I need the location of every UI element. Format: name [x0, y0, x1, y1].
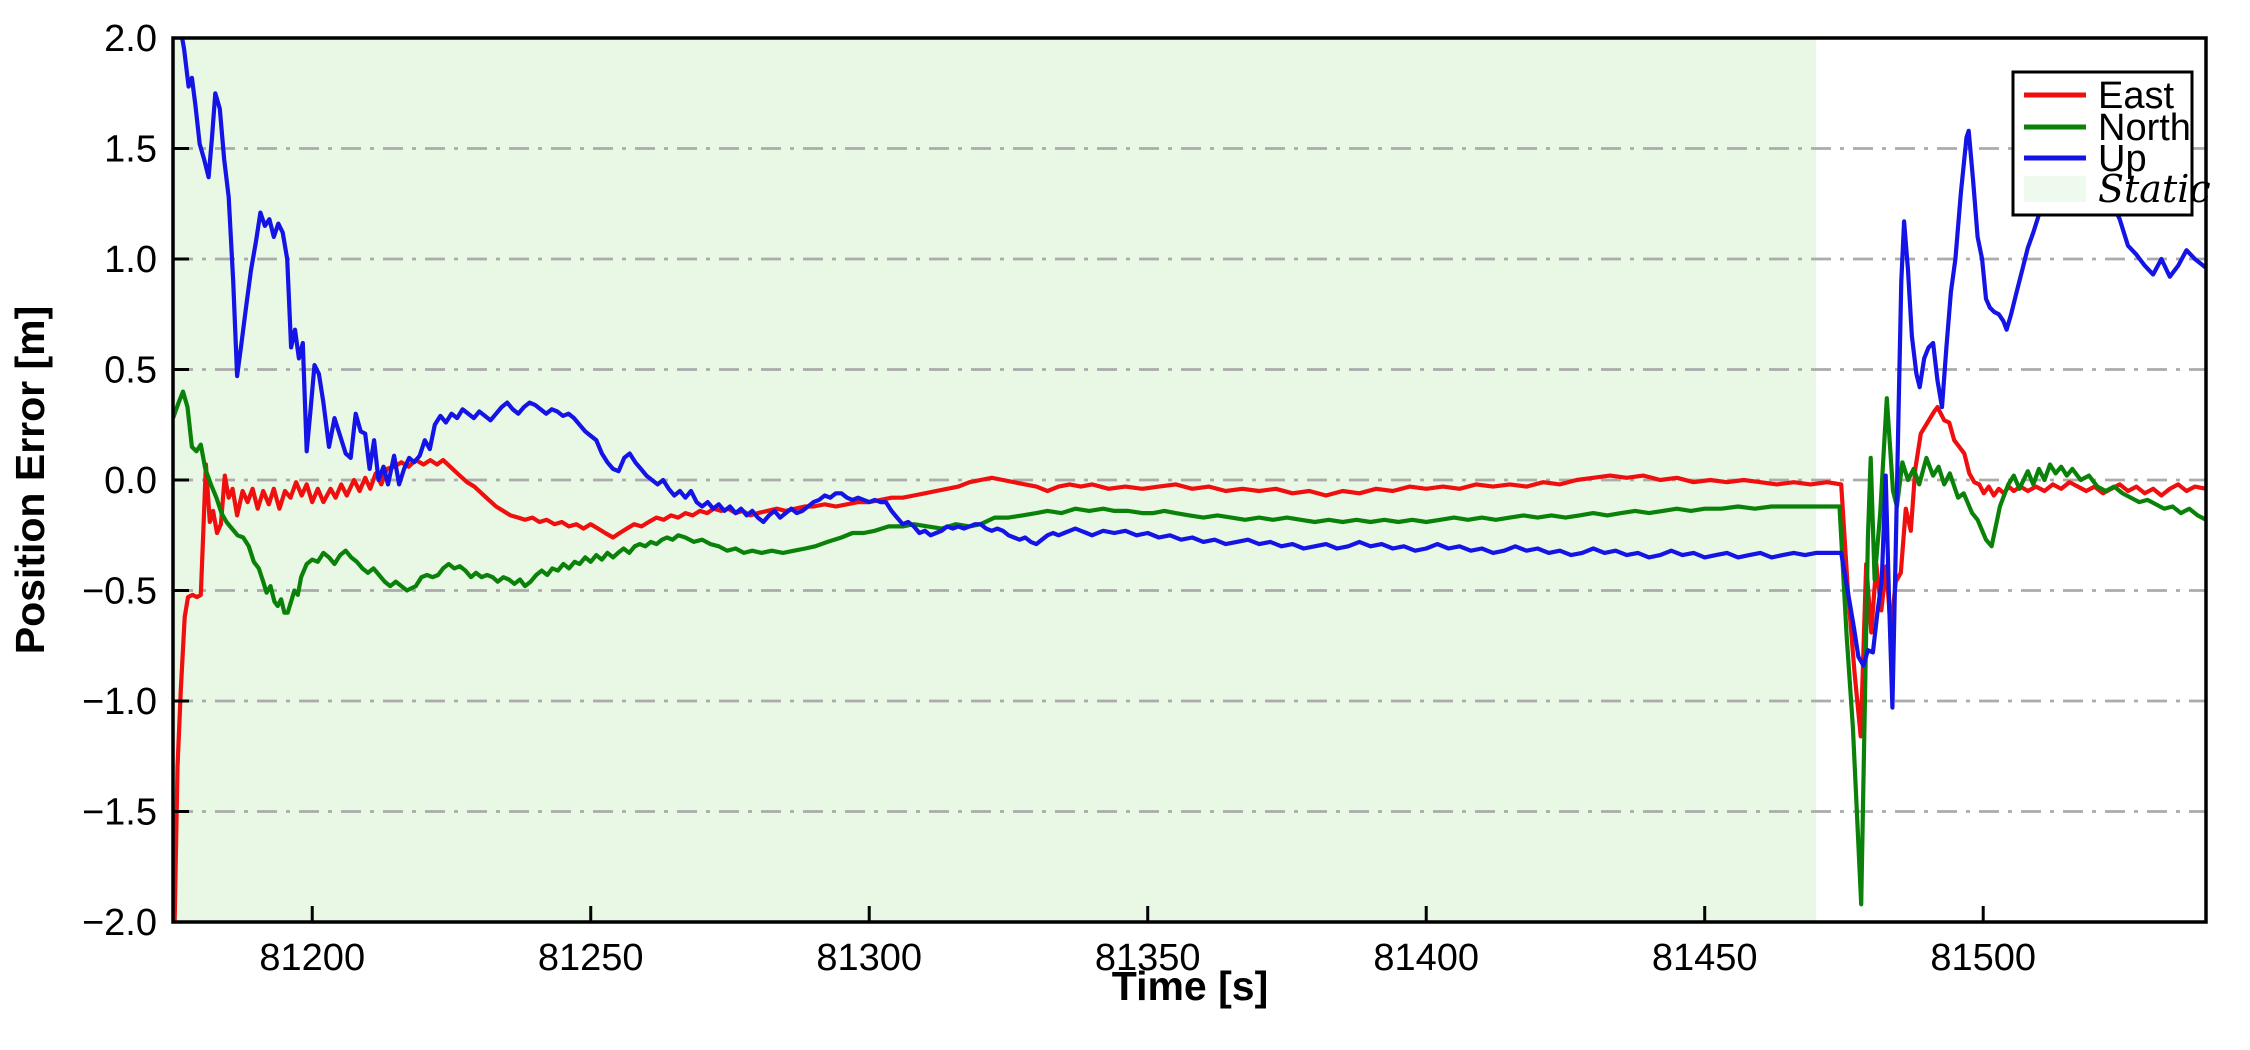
- x-tick-label-81300: 81300: [816, 937, 922, 979]
- x-axis-label: Time [s]: [1112, 963, 1268, 1009]
- y-tick-label--2: −2.0: [82, 902, 157, 944]
- y-tick-label--1: −1.0: [82, 681, 157, 723]
- legend-label-up: Up: [2098, 138, 2147, 180]
- series-east: [173, 405, 2206, 922]
- series-up: [180, 38, 2206, 710]
- legend: East North Up Static: [2011, 70, 2211, 217]
- y-tick-label--0.5: −0.5: [82, 571, 157, 613]
- y-tick-label-0: 0.0: [104, 460, 157, 502]
- y-tick-label--1.5: −1.5: [82, 792, 157, 834]
- legend-label-east: East: [2098, 75, 2174, 117]
- x-tick-label-81200: 81200: [259, 937, 365, 979]
- legend-label-north: North: [2098, 107, 2191, 149]
- x-tick-label-81350: 81350: [1095, 937, 1201, 979]
- x-tick-label-81500: 81500: [1930, 937, 2036, 979]
- y-tick-label-2: 2.0: [104, 18, 157, 60]
- y-tick-label-1: 1.0: [104, 239, 157, 281]
- x-tick-label-81400: 81400: [1373, 937, 1479, 979]
- x-tick-label-81450: 81450: [1652, 937, 1758, 979]
- legend-label-static: Static: [2098, 167, 2211, 211]
- plot-area: 81200 81250 81300 81350 81400 81450 81500 2.0 1.…: [82, 18, 2208, 979]
- x-tick-label-81250: 81250: [538, 937, 644, 979]
- y-axis-label: Position Error [m]: [7, 306, 53, 655]
- y-tick-label-1.5: 1.5: [104, 129, 157, 171]
- y-tick-label-0.5: 0.5: [104, 350, 157, 392]
- series-north: [173, 389, 2206, 907]
- legend-static-swatch: [2024, 176, 2086, 202]
